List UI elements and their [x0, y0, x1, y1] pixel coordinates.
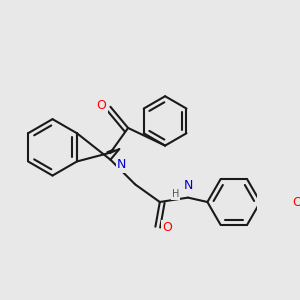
Text: N: N: [184, 179, 194, 192]
Text: O: O: [97, 98, 106, 112]
Text: N: N: [117, 158, 127, 172]
Text: O: O: [292, 196, 300, 208]
Text: H: H: [172, 189, 179, 199]
Text: O: O: [162, 221, 172, 234]
